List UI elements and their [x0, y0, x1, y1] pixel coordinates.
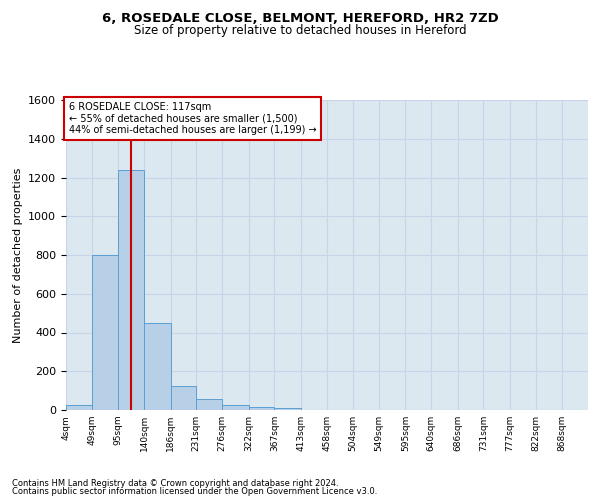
Text: Contains public sector information licensed under the Open Government Licence v3: Contains public sector information licen… — [12, 487, 377, 496]
Bar — [118, 170, 144, 410]
Bar — [196, 399, 222, 410]
Y-axis label: Number of detached properties: Number of detached properties — [13, 168, 23, 342]
Bar — [248, 406, 274, 410]
Text: 6, ROSEDALE CLOSE, BELMONT, HEREFORD, HR2 7ZD: 6, ROSEDALE CLOSE, BELMONT, HEREFORD, HR… — [101, 12, 499, 26]
Bar — [274, 408, 301, 410]
Bar — [222, 404, 248, 410]
Bar — [170, 386, 196, 410]
Bar — [92, 255, 118, 410]
Text: Contains HM Land Registry data © Crown copyright and database right 2024.: Contains HM Land Registry data © Crown c… — [12, 478, 338, 488]
Bar — [144, 323, 170, 410]
Text: 6 ROSEDALE CLOSE: 117sqm
← 55% of detached houses are smaller (1,500)
44% of sem: 6 ROSEDALE CLOSE: 117sqm ← 55% of detach… — [68, 102, 316, 134]
Bar — [66, 405, 92, 410]
Text: Size of property relative to detached houses in Hereford: Size of property relative to detached ho… — [134, 24, 466, 37]
